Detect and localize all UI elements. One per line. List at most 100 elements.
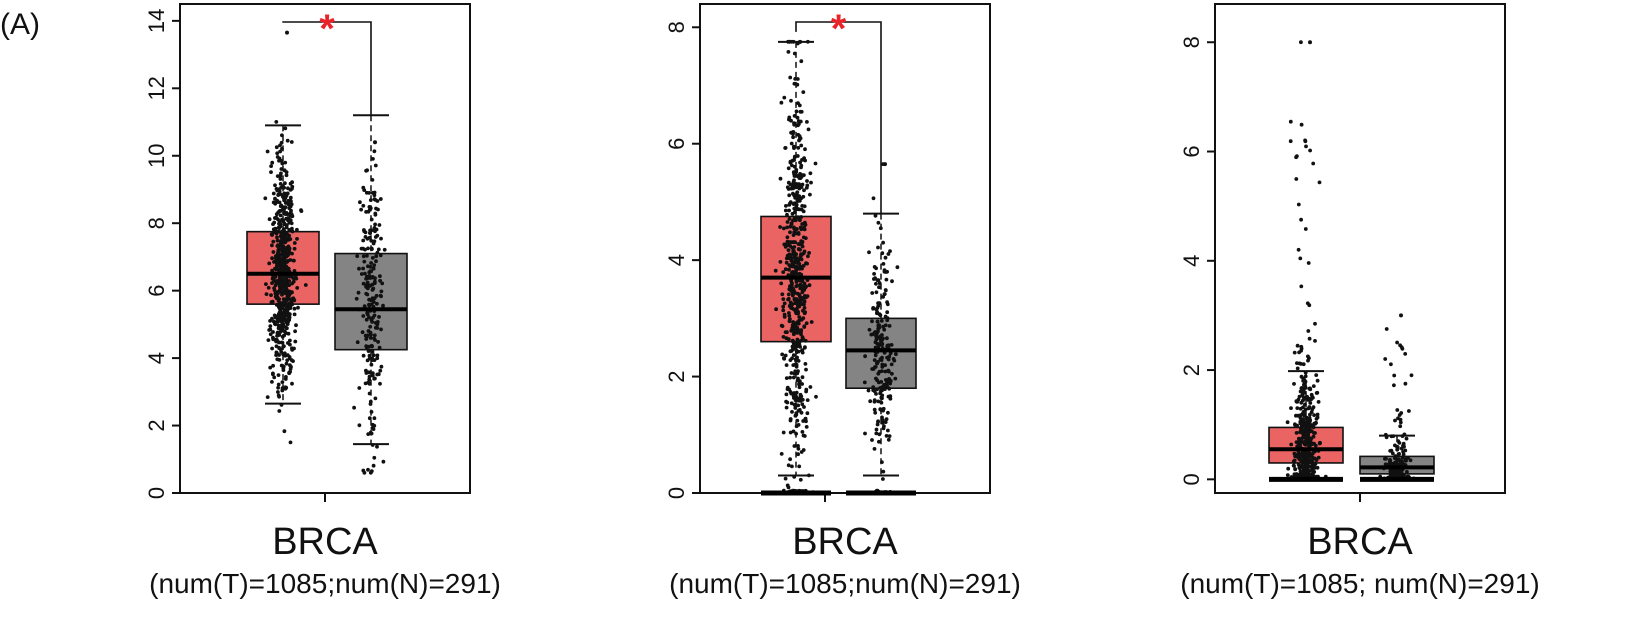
data-point [287, 279, 292, 283]
data-point [794, 431, 798, 436]
data-point [880, 396, 884, 401]
data-point [787, 319, 792, 324]
data-point [870, 319, 874, 324]
data-point [792, 158, 796, 162]
data-point [279, 241, 283, 246]
data-point [374, 325, 379, 330]
significance-bracket [795, 21, 882, 214]
data-point [1310, 407, 1315, 412]
data-point [798, 392, 803, 397]
data-point [274, 353, 278, 357]
data-point [1299, 122, 1304, 127]
data-point [873, 276, 877, 281]
data-point [798, 119, 803, 124]
data-point [1303, 374, 1308, 379]
data-point [292, 312, 297, 317]
plot-frame [179, 3, 471, 494]
data-point [279, 140, 284, 145]
chart-panel-2: 0 2 4 6 8 BRCA (num(T)=1085;num(N)=291) * [664, 3, 1021, 599]
data-point [368, 324, 373, 329]
data-point [275, 188, 280, 193]
data-point [278, 149, 282, 154]
data-point [1395, 408, 1400, 412]
data-point [797, 271, 802, 276]
data-point [873, 213, 878, 218]
data-point [379, 327, 383, 332]
data-point [1296, 247, 1301, 252]
data-point [782, 312, 787, 317]
data-point [364, 344, 369, 348]
data-point [885, 302, 890, 307]
data-point [370, 443, 375, 447]
data-point [784, 204, 788, 208]
data-point [807, 251, 811, 255]
data-point [1305, 428, 1309, 433]
data-point [886, 437, 891, 442]
data-point [375, 356, 380, 361]
data-point [773, 268, 778, 273]
data-point [1298, 389, 1303, 394]
data-point [879, 380, 884, 384]
data-point [874, 392, 878, 396]
data-point [781, 335, 786, 339]
data-point [291, 258, 296, 263]
data-point [271, 330, 275, 334]
data-point [799, 329, 803, 334]
data-point [798, 218, 802, 223]
data-point [373, 321, 378, 325]
data-point [379, 294, 383, 299]
data-points [263, 30, 308, 445]
data-point [1389, 448, 1394, 453]
data-point [799, 410, 804, 415]
data-point [792, 328, 796, 333]
data-point [283, 291, 288, 296]
data-point [280, 306, 285, 310]
data-point [883, 162, 887, 167]
data-point [781, 297, 786, 301]
data-point [281, 313, 285, 318]
data-point [870, 291, 875, 295]
data-point [1291, 459, 1296, 464]
box-n [1359, 313, 1435, 482]
data-point [874, 427, 879, 432]
data-point [795, 193, 800, 198]
data-point [273, 226, 278, 231]
data-point [1285, 473, 1290, 477]
data-point [872, 407, 877, 412]
data-point [280, 262, 285, 267]
data-point [872, 358, 877, 362]
data-point [374, 254, 379, 259]
data-point [372, 197, 377, 202]
data-point [264, 292, 269, 296]
data-point [275, 155, 280, 159]
data-point [361, 203, 366, 208]
data-point [791, 363, 796, 367]
data-point [370, 371, 375, 375]
data-point [792, 146, 796, 151]
data-point [796, 231, 801, 235]
data-point [366, 380, 371, 385]
data-point [1304, 144, 1308, 149]
data-point [783, 208, 788, 213]
data-point [272, 278, 276, 283]
data-point [368, 330, 373, 335]
data-point [876, 399, 881, 404]
data-point [876, 301, 880, 306]
data-point [876, 245, 880, 250]
data-point [867, 327, 872, 332]
data-point [1398, 417, 1403, 422]
data-point [370, 247, 374, 252]
data-point [288, 181, 293, 186]
data-point [778, 225, 782, 229]
data-point [788, 375, 792, 380]
data-point [804, 389, 808, 394]
data-point [286, 252, 291, 257]
data-point [280, 133, 284, 138]
data-point [797, 464, 802, 469]
data-point [284, 385, 289, 390]
data-point [863, 354, 867, 359]
data-point [288, 363, 292, 368]
data-point [367, 416, 372, 421]
data-point [281, 265, 286, 270]
data-point [781, 270, 786, 274]
